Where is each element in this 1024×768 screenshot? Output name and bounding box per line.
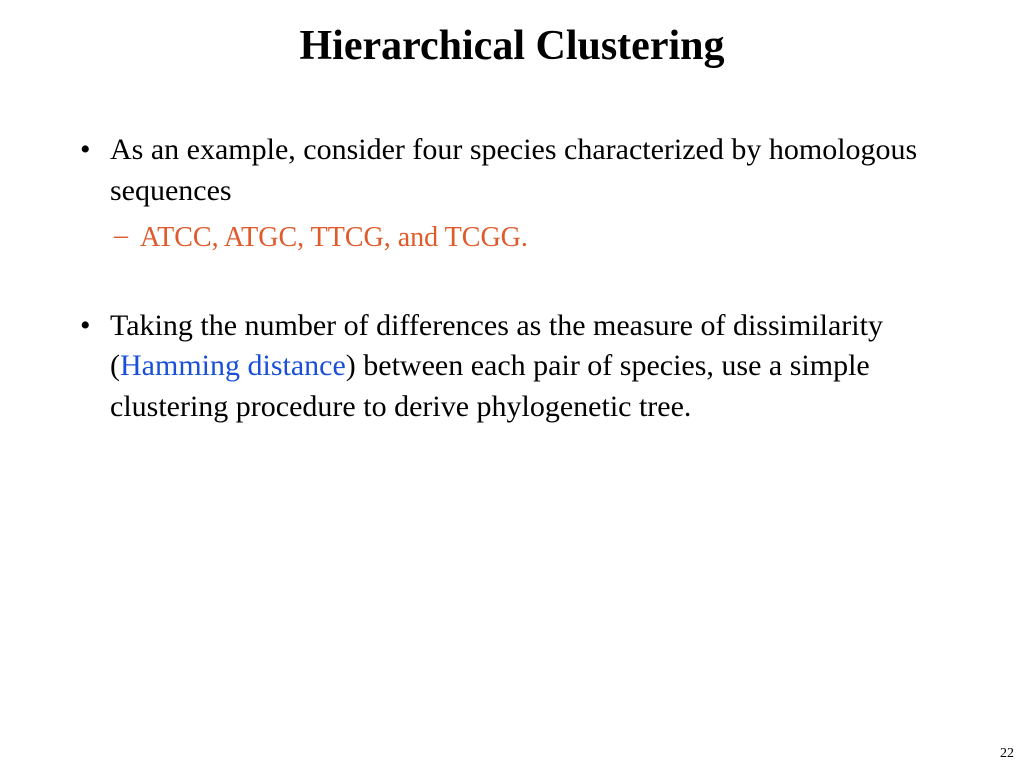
bullet-list: As an example, consider four species cha…	[60, 130, 964, 427]
bullet-item: Taking the number of differences as the …	[80, 306, 964, 428]
highlight-term: Hamming distance	[120, 349, 346, 382]
sub-bullet-text: ATCC, ATGC, TTCG, and TCGG.	[140, 222, 528, 253]
bullet-text: As an example, consider four species cha…	[110, 133, 917, 207]
page-number: 22	[1000, 746, 1014, 762]
sub-bullet: ATCC, ATGC, TTCG, and TCGG.	[110, 217, 964, 258]
bullet-item: As an example, consider four species cha…	[80, 130, 964, 258]
slide: Hierarchical Clustering As an example, c…	[0, 0, 1024, 768]
slide-title: Hierarchical Clustering	[60, 22, 964, 70]
